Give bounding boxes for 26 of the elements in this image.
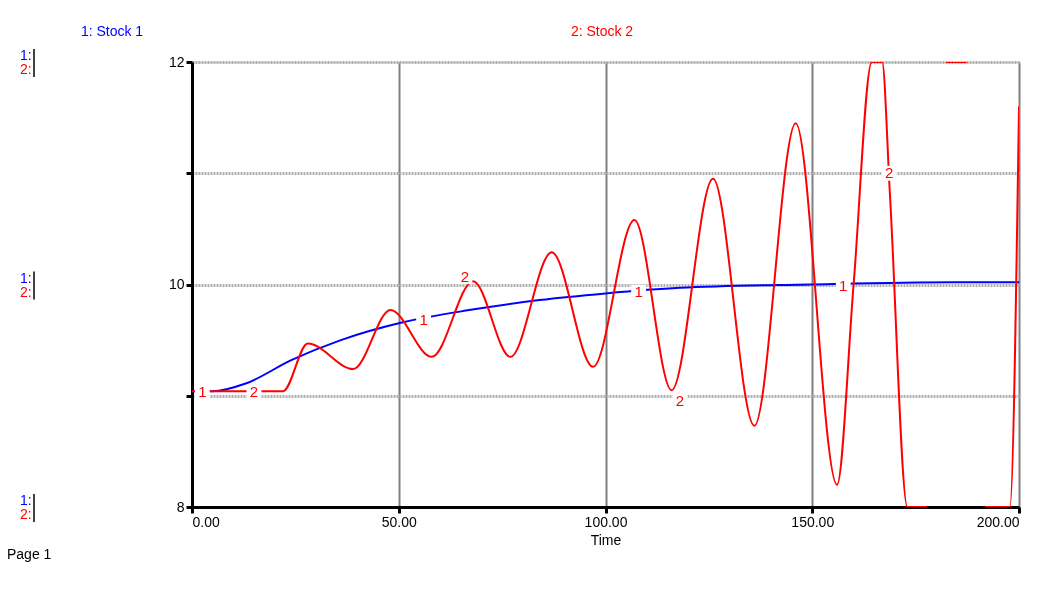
annotation: 1 bbox=[419, 311, 428, 329]
annotation: 2 bbox=[675, 392, 685, 410]
x-tick-label: 150.00 bbox=[791, 513, 835, 530]
text: 1: bbox=[20, 47, 32, 63]
y-tick-label: 10 bbox=[168, 276, 185, 292]
y-tick-label: 8 bbox=[176, 498, 185, 515]
x-axis-title: Time bbox=[590, 531, 622, 548]
annotation: 2 bbox=[249, 383, 259, 401]
text: 2: bbox=[20, 283, 32, 300]
text: 2: Stock 2 bbox=[570, 23, 634, 39]
annotation: 2 bbox=[460, 267, 470, 285]
annotation: 2 bbox=[884, 164, 894, 182]
annotation: 1 bbox=[634, 283, 643, 301]
x-tick-label: 100.00 bbox=[584, 513, 628, 530]
x-tick-label: 50.00 bbox=[381, 513, 417, 530]
annotation: 1 bbox=[198, 383, 207, 401]
x-tick-label: 0.00 bbox=[192, 513, 220, 530]
y-tick-label: 12 bbox=[168, 53, 185, 70]
x-tick-label: 200.00 bbox=[976, 513, 1020, 530]
text: 2: bbox=[20, 506, 32, 522]
annotation: 1 bbox=[839, 276, 848, 294]
text: 1: Stock 1 bbox=[80, 23, 144, 39]
text: Page 1 bbox=[7, 546, 52, 562]
text: 2: bbox=[20, 61, 32, 77]
text: 1: bbox=[20, 492, 32, 508]
text: 1: bbox=[20, 269, 32, 286]
